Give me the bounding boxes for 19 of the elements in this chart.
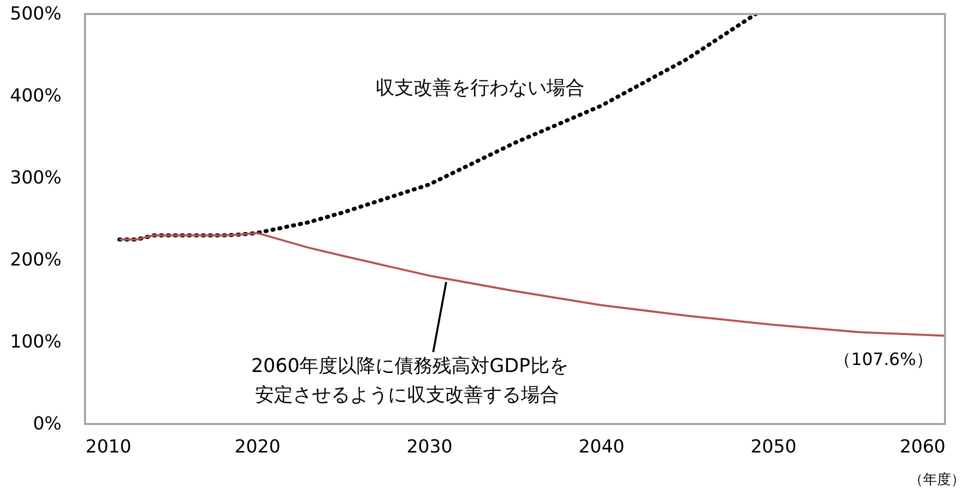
x-tick-label: 2060 [900,436,946,458]
y-tick-label: 200% [10,250,62,270]
y-tick-label: 100% [10,332,62,352]
x-tick-label: 2030 [406,436,452,458]
x-tick-label: 2050 [750,436,796,458]
annotation: 安定させるように収支改善する場合 [255,384,559,406]
x-tick-label: 2010 [86,436,132,458]
x-tick-label: 2040 [578,436,624,458]
line-series [118,232,945,337]
y-tick-label: 400% [10,86,62,106]
x-tick-label: 2020 [234,436,280,458]
y-tick-label: 300% [10,168,62,188]
x-axis-title: （年度） [909,472,965,488]
annotation: 収支改善を行わない場合 [376,77,584,99]
annotation: （107.6%） [834,350,933,370]
y-tick-label: 0% [32,414,62,434]
y-tick-label: 500% [10,4,62,24]
annotation: 2060年度以降に債務残高対GDP比を [251,355,568,378]
line-series [117,14,758,242]
